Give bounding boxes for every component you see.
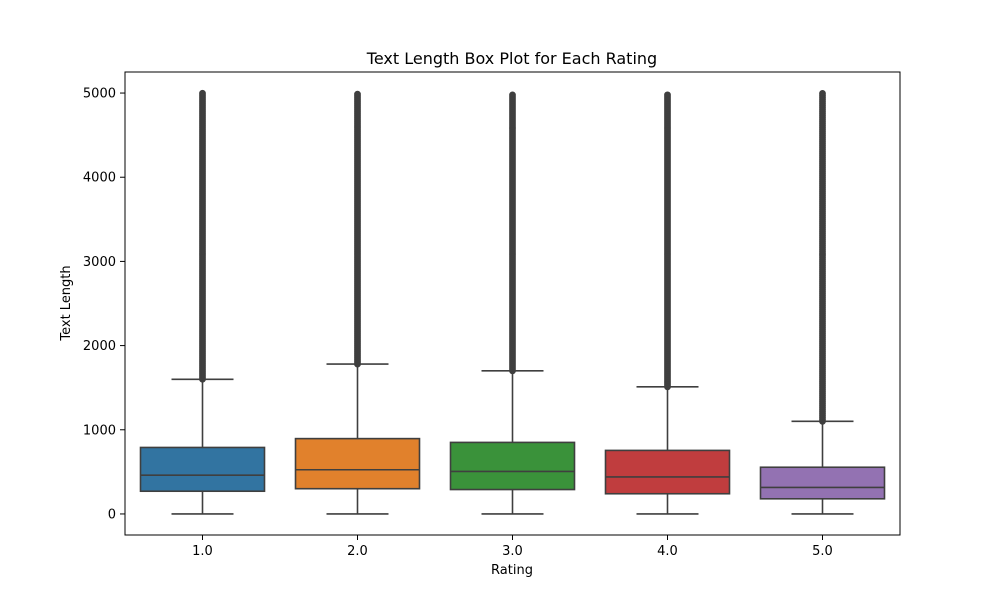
outlier-point	[664, 91, 671, 99]
x-axis-label: Rating	[491, 563, 533, 578]
iqr-box	[759, 466, 886, 500]
iqr-box	[449, 441, 576, 491]
plot-area: 0 1000 2000 3000 4000 5000 1.0 2.0 3.0 4.0 5.0	[83, 71, 901, 559]
y-tick-label: 0	[108, 507, 116, 522]
outlier-points	[354, 90, 361, 368]
y-tick-label: 4000	[83, 171, 116, 186]
outlier-point	[509, 91, 516, 99]
iqr-box	[604, 449, 731, 495]
x-tick-label: 1.0	[192, 544, 213, 559]
box-4-0	[604, 91, 731, 515]
box-3-0	[449, 91, 576, 515]
outlier-points	[819, 89, 826, 425]
box-2-0	[294, 90, 421, 515]
y-tick-label: 3000	[83, 255, 116, 270]
iqr-box	[139, 446, 266, 493]
box-5-0	[759, 89, 886, 515]
x-tick-label: 2.0	[347, 544, 368, 559]
iqr-box	[294, 437, 421, 490]
outlier-points	[664, 91, 671, 391]
outlier-point	[819, 89, 826, 97]
outlier-point	[199, 89, 206, 97]
y-tick-label: 5000	[83, 87, 116, 102]
x-tick-label: 3.0	[502, 544, 523, 559]
y-tick-label: 1000	[83, 423, 116, 438]
x-tick-label: 5.0	[812, 544, 833, 559]
x-tick-label: 4.0	[657, 544, 678, 559]
chart-title: Text Length Box Plot for Each Rating	[366, 49, 657, 68]
outlier-point	[354, 90, 361, 98]
y-tick-label: 2000	[83, 339, 116, 354]
box-1-0	[139, 89, 266, 515]
y-axis-label: Text Length	[59, 265, 74, 341]
outlier-points	[199, 89, 206, 383]
outlier-points	[509, 91, 516, 375]
